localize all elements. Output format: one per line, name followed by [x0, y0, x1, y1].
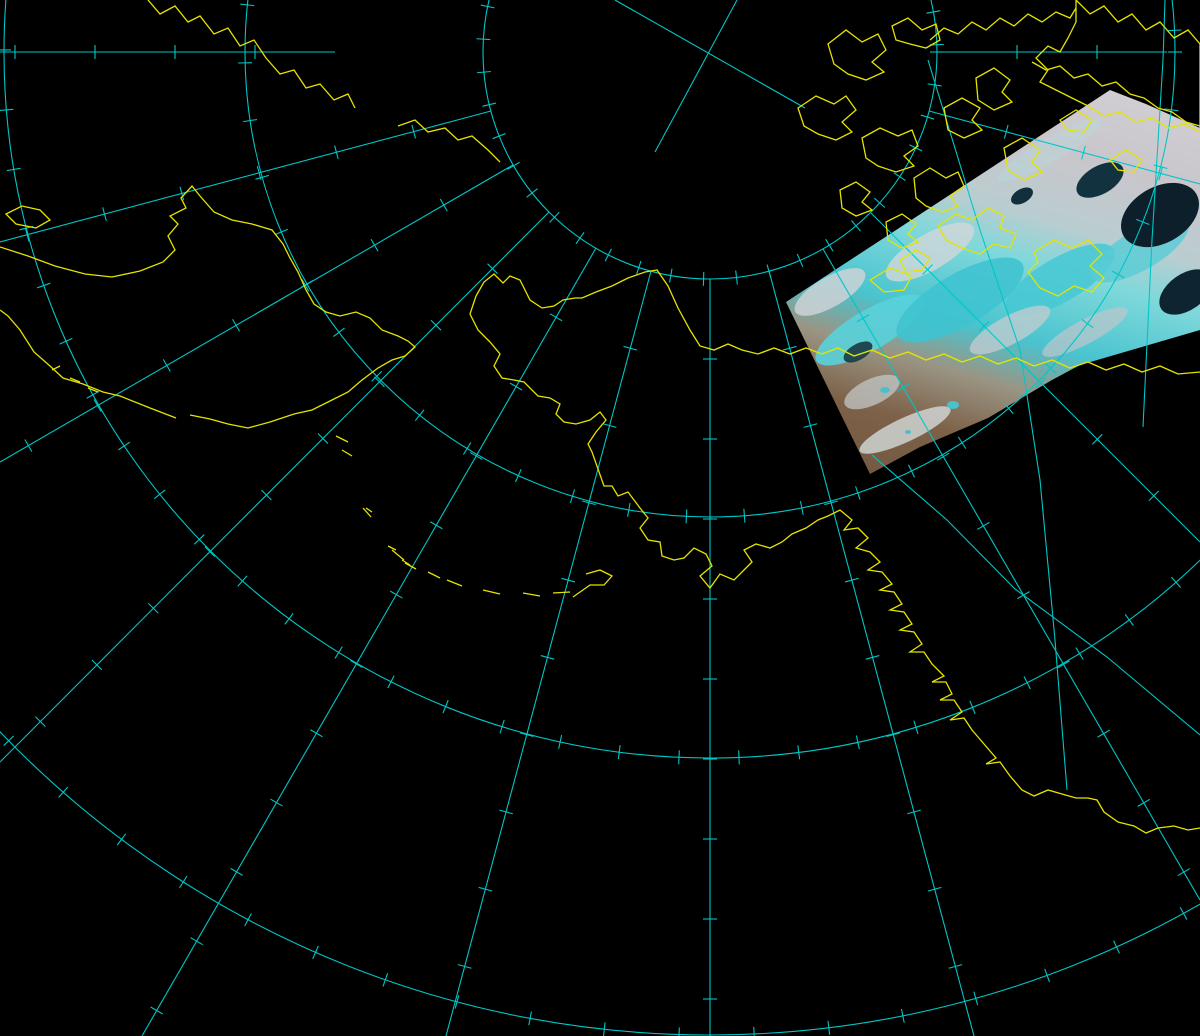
coastline-se-alaska-bc-coast	[827, 509, 1200, 834]
coastline-ellesmere-north-chain	[929, 7, 1077, 41]
coastline-qei-island-7	[885, 213, 920, 249]
coastline-aleutian-dash-1	[362, 507, 372, 518]
coastline-qei-island-6	[839, 181, 874, 217]
coastline-aleutian-dash-2	[391, 549, 405, 561]
coastline-qei-island-3	[797, 95, 857, 141]
coastline-new-siberian-islands	[397, 119, 501, 163]
coastline-pribilof-1	[387, 545, 397, 551]
coastline-layer	[0, 0, 1200, 834]
coastline-west-alaska-coast	[469, 273, 829, 590]
orbit-track-layer	[871, 0, 1200, 791]
coastline-qei-island-1	[827, 29, 887, 81]
coastline-pribilof-2	[401, 559, 411, 566]
coastline-aleutian-dash-8	[552, 591, 571, 594]
satellite-swath-image	[786, 90, 1200, 474]
coastline-alaska-peninsula-tip	[572, 569, 614, 598]
coastline-aleutian-dash-3	[404, 562, 417, 570]
coastline-koryak-dash-1	[51, 365, 61, 371]
coastline-swath-island-3	[1109, 149, 1143, 173]
coastline-qei-island-5	[913, 167, 965, 213]
coastline-melville-island	[868, 267, 913, 293]
coastline-kamchatka-coast	[0, 309, 177, 419]
coastline-qei-island-8	[943, 97, 984, 139]
coastline-aleutian-dash-5	[446, 579, 463, 587]
coastline-aleutian-dash-6	[482, 589, 501, 595]
coastline-koryak-dash-3	[87, 387, 99, 393]
coastline-ellesmere-greenland	[1035, 0, 1200, 133]
coastline-nw-greenland-coast	[1031, 61, 1200, 127]
coastline-st-matthew	[365, 507, 373, 513]
coastline-qei-island-2	[891, 17, 941, 49]
coastline-swath-island-2	[1059, 109, 1093, 133]
coastline-aleutian-dash-4	[427, 571, 441, 579]
coastline-st-lawrence-1	[335, 435, 349, 443]
coastline-qei-island-9	[975, 67, 1014, 111]
coastline-koryak-dash-2	[69, 377, 81, 383]
coastline-qei-island-4	[861, 127, 919, 173]
coastline-banks-island	[937, 207, 1017, 255]
coastline-chukotka-main	[0, 185, 416, 429]
coastline-siberia-top-chain	[147, 0, 356, 109]
coastline-aleutian-dash-7	[522, 592, 541, 597]
coastline-wrangel-island	[4, 205, 52, 229]
coastline-victoria-island	[1027, 239, 1105, 297]
coastline-swath-island-1	[899, 249, 931, 273]
coastline-alaska-north-coast	[595, 269, 1200, 375]
coastline-st-lawrence-2	[341, 449, 353, 457]
coastline-qei-island-10	[1003, 137, 1044, 181]
